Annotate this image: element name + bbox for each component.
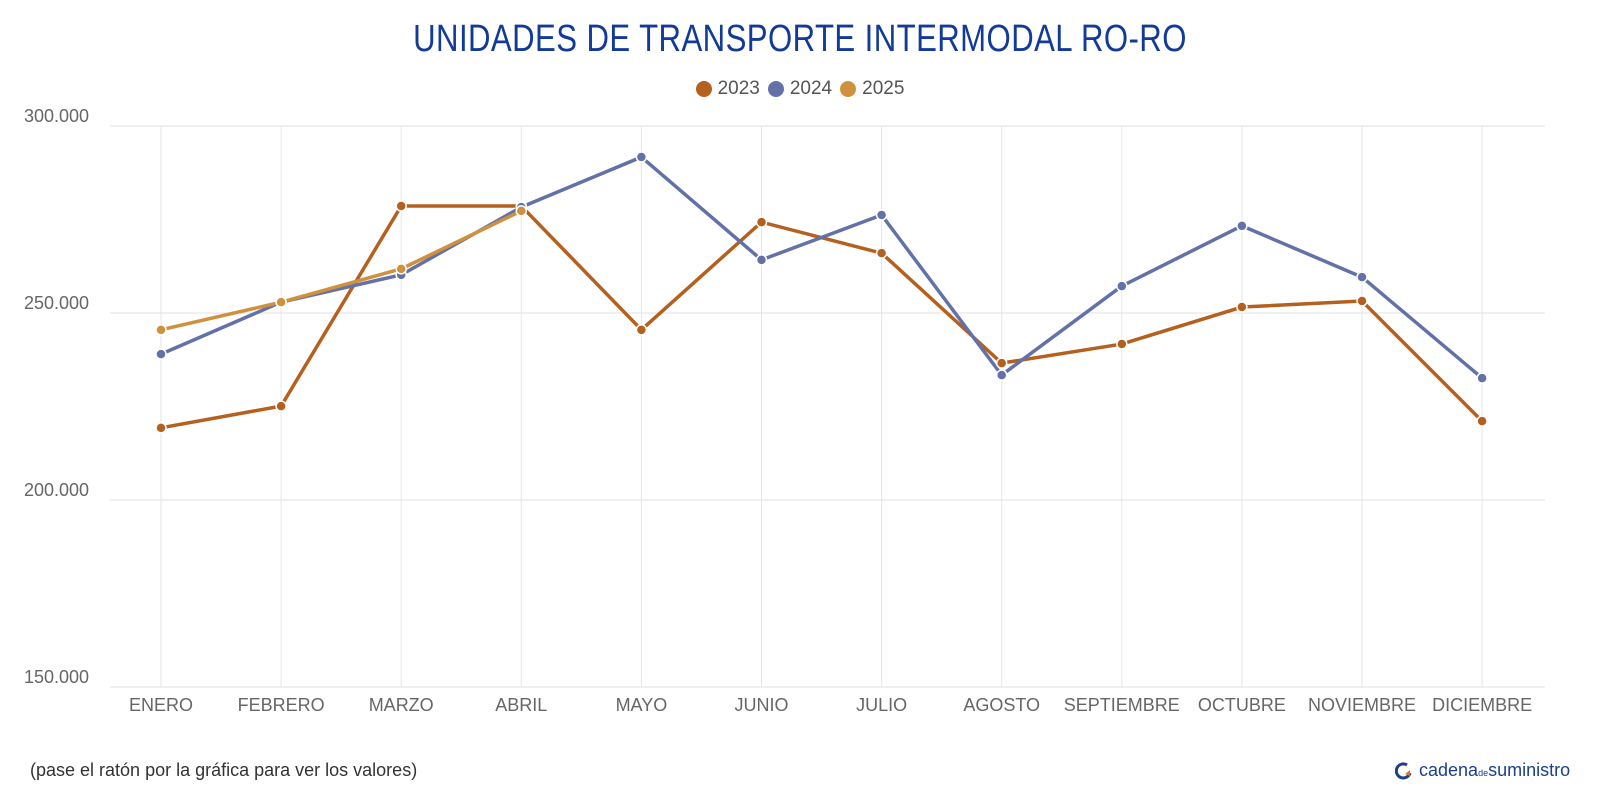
hover-note: (pase el ratón por la gráfica para ver l…: [30, 760, 418, 780]
data-point-2025[interactable]: [395, 263, 407, 275]
data-point-2024[interactable]: [995, 369, 1008, 381]
data-point-2023[interactable]: [755, 216, 768, 228]
logo: cadenadesuministro: [1395, 760, 1570, 781]
legend-dot-icon: [840, 81, 857, 97]
data-point-2023[interactable]: [1356, 295, 1368, 307]
series-line-2025: [160, 209, 523, 332]
data-point-2024[interactable]: [1116, 280, 1128, 292]
x-tick-label: ENERO: [129, 695, 193, 715]
x-tick-label: JULIO: [856, 695, 907, 715]
data-point-2024[interactable]: [1236, 220, 1248, 232]
series-line-2024: [160, 155, 1484, 380]
x-tick-label: OCTUBRE: [1198, 695, 1286, 715]
legend: 2023 2024 2025: [0, 78, 1600, 103]
x-tick-label: MARZO: [369, 695, 434, 715]
data-point-2023[interactable]: [1116, 338, 1128, 350]
data-point-2025[interactable]: [515, 205, 528, 217]
data-point-2024[interactable]: [1356, 271, 1368, 283]
y-tick-label: 300.000: [24, 106, 89, 126]
data-point-2024[interactable]: [755, 254, 768, 266]
legend-dot-icon: [767, 81, 784, 97]
legend-item-2024[interactable]: 2024: [767, 78, 833, 100]
x-tick-label: DICIEMBRE: [1432, 695, 1532, 715]
y-tick-label: 150.000: [24, 667, 89, 687]
legend-item-2023[interactable]: 2023: [695, 78, 760, 100]
x-tick-label: AGOSTO: [963, 695, 1040, 715]
legend-label: 2024: [789, 78, 833, 99]
x-tick-label: SEPTIEMBRE: [1064, 695, 1180, 715]
y-tick-label: 200.000: [24, 480, 89, 500]
data-point-2023[interactable]: [1236, 301, 1248, 313]
data-point-2024[interactable]: [155, 348, 167, 360]
x-tick-label: JUNIO: [735, 695, 789, 715]
legend-label: 2025: [862, 78, 905, 99]
x-tick-label: NOVIEMBRE: [1308, 695, 1416, 715]
data-point-2024[interactable]: [875, 209, 888, 221]
data-point-2023[interactable]: [155, 422, 167, 434]
data-point-2023[interactable]: [875, 247, 888, 259]
legend-dot-icon: [695, 81, 712, 97]
data-point-2023[interactable]: [275, 400, 287, 412]
line-chart[interactable]: 150.000 200.000 250.000 300.000 ENERO FEBRERO…: [0, 0, 1600, 750]
data-point-2025[interactable]: [155, 324, 167, 336]
data-point-2023[interactable]: [995, 357, 1008, 369]
x-tick-label: ABRIL: [495, 695, 547, 715]
data-point-2025[interactable]: [275, 296, 287, 308]
x-tick-label: FEBRERO: [238, 695, 325, 715]
legend-item-2025[interactable]: 2025: [840, 78, 904, 100]
x-tick-label: MAYO: [616, 695, 668, 715]
legend-label: 2023: [717, 78, 760, 99]
data-point-2023[interactable]: [1476, 415, 1488, 427]
chart-title: UNIDADES DE TRANSPORTE INTERMODAL RO-RO: [413, 18, 1187, 60]
data-point-2024[interactable]: [635, 151, 648, 163]
y-tick-label: 250.000: [24, 293, 89, 313]
data-point-2023[interactable]: [635, 324, 648, 336]
logo-icon: [1395, 761, 1412, 779]
data-point-2024[interactable]: [1476, 372, 1488, 384]
data-point-2023[interactable]: [395, 200, 407, 212]
